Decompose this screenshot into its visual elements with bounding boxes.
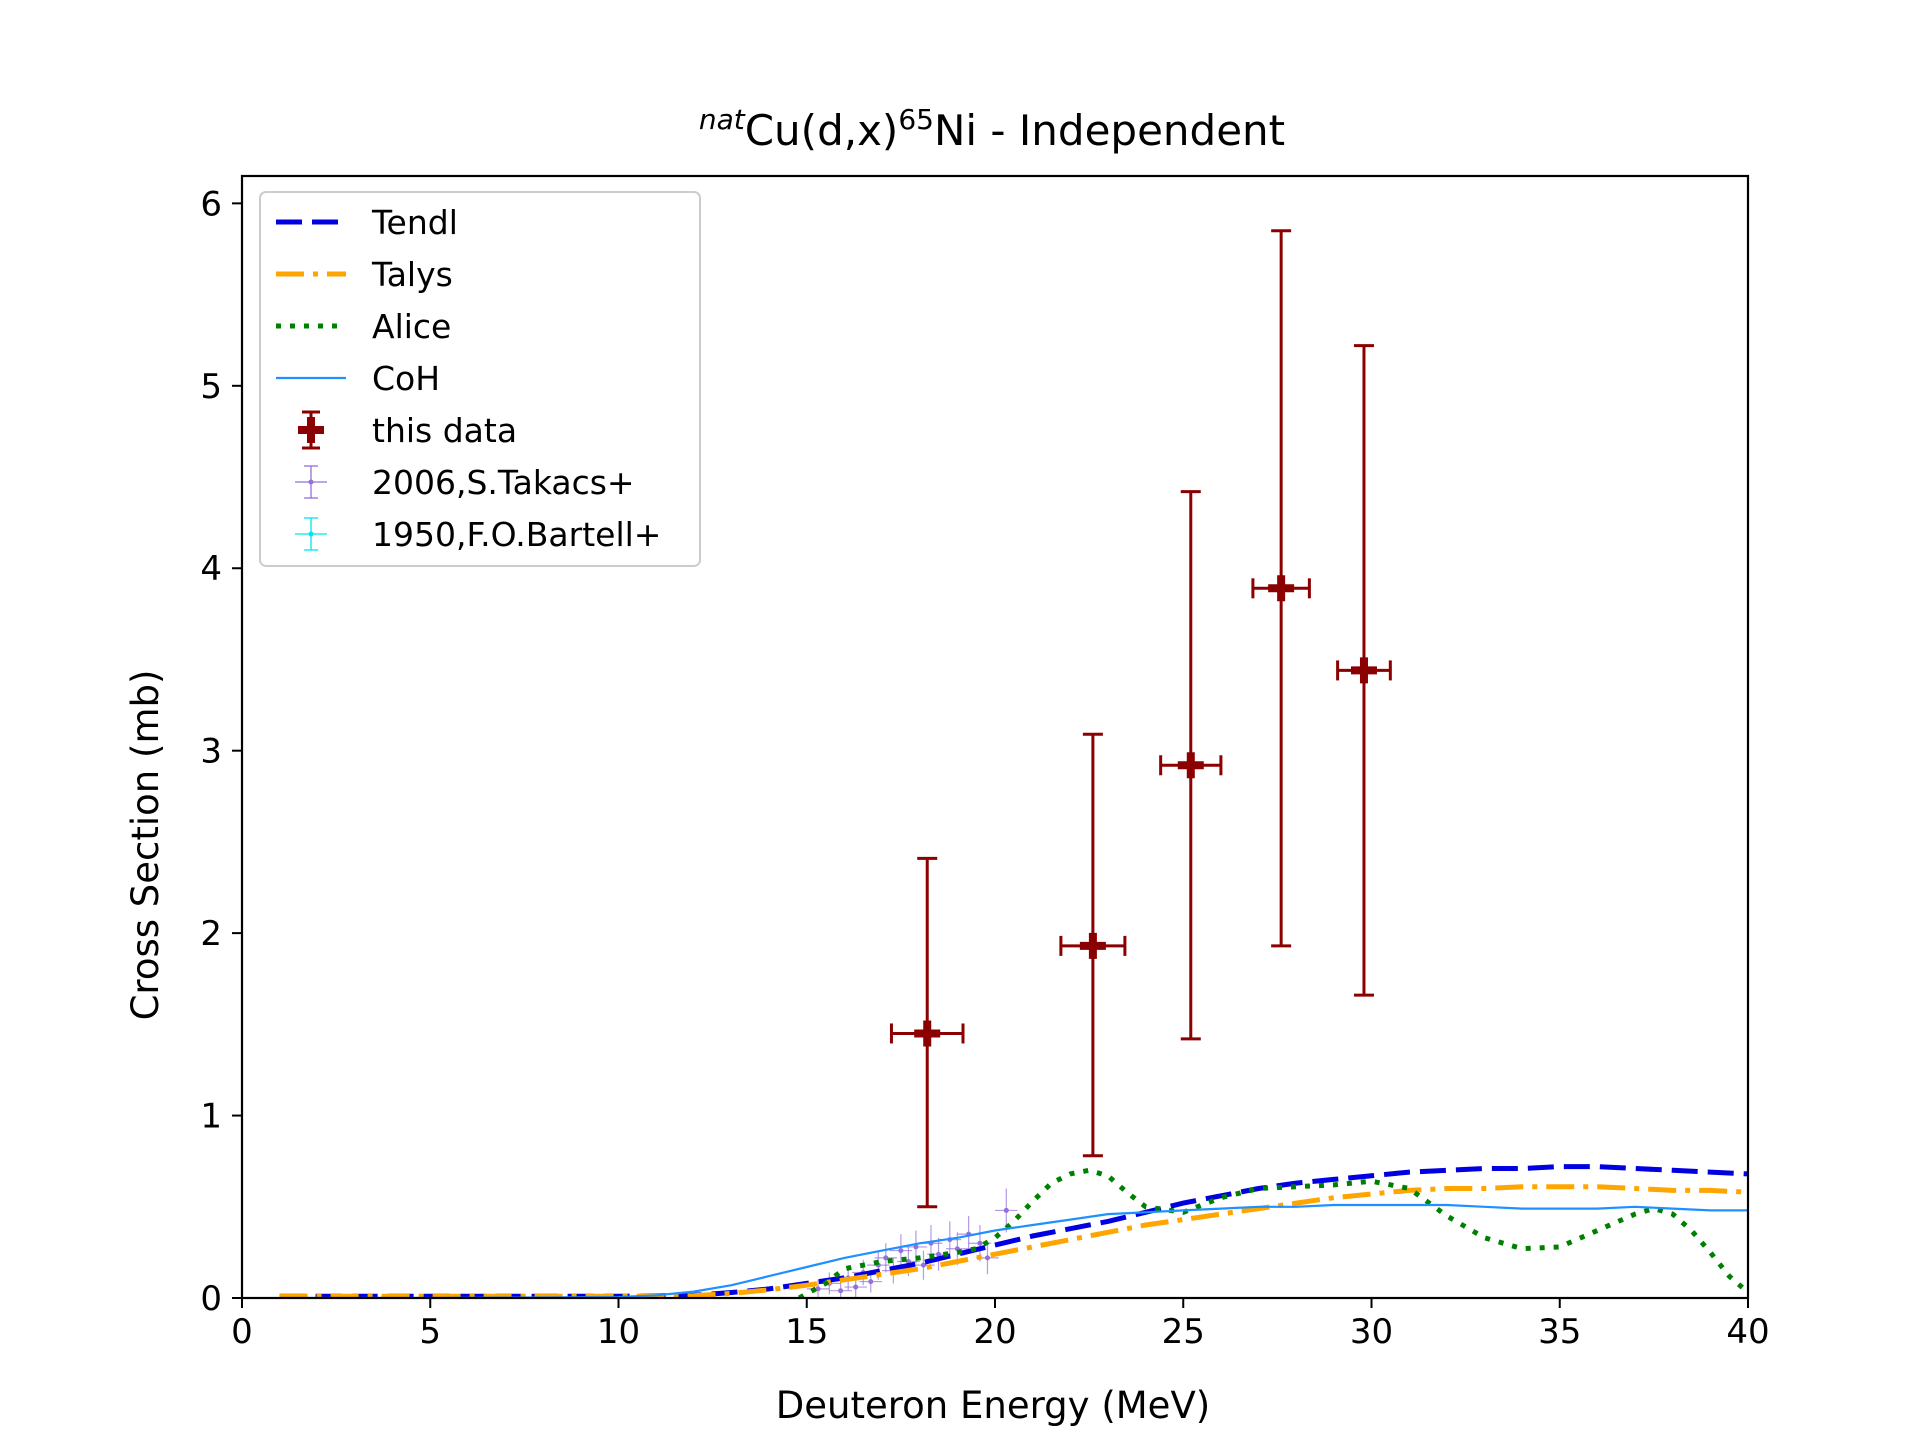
point-marker (977, 1240, 983, 1246)
point-marker (838, 1288, 844, 1294)
point-marker (920, 1262, 926, 1268)
legend-handle-marker (298, 417, 324, 443)
legend-label: CoH (372, 359, 440, 398)
plot-marks (279, 229, 1748, 1298)
plot-clip-group (279, 1164, 1748, 1298)
legend-handle-marker (308, 479, 314, 485)
x-tick-label: 25 (1162, 1312, 1205, 1352)
point-marker (1268, 575, 1295, 602)
y-tick-label: 4 (200, 549, 222, 589)
title-prefix: nat (699, 103, 746, 136)
x-tick-label: 35 (1538, 1312, 1581, 1352)
legend-item: Tendl (276, 203, 458, 242)
x-tick-label: 5 (419, 1312, 441, 1352)
point-marker (914, 1020, 941, 1047)
point-marker (815, 1286, 821, 1292)
point-marker (913, 1244, 919, 1250)
legend-item: Alice (276, 307, 451, 346)
legend-label: 1950,F.O.Bartell+ (372, 515, 661, 554)
legend-label: Tendl (371, 203, 458, 242)
point-marker (853, 1284, 859, 1290)
point-marker (1177, 752, 1204, 779)
x-tick-label: 0 (231, 1312, 253, 1352)
legend-item: CoH (276, 359, 440, 398)
chart-title: natCu(d,x)65Ni - Independent (699, 103, 1285, 155)
x-tick-label: 10 (597, 1312, 640, 1352)
y-tick-label: 3 (200, 732, 222, 772)
point-marker (868, 1279, 874, 1285)
y-axis-label: Cross Section (mb) (124, 670, 167, 1021)
title-element: Ni (934, 106, 977, 155)
x-tick-label: 30 (1350, 1312, 1393, 1352)
point-marker (984, 1255, 990, 1261)
this-data-point (1251, 229, 1311, 948)
y-tick-label: 6 (200, 184, 222, 224)
this-data-point (1336, 344, 1392, 997)
point-marker (1350, 657, 1377, 684)
x-axis-label: Deuteron Energy (MeV) (776, 1384, 1210, 1427)
y-tick-label: 0 (200, 1279, 222, 1319)
legend-label: Talys (371, 255, 453, 294)
x-tick-label: 40 (1726, 1312, 1769, 1352)
point-marker (1079, 932, 1106, 959)
legend-item: 1950,F.O.Bartell+ (295, 515, 661, 554)
x-tick-label: 20 (973, 1312, 1016, 1352)
axes: 0 5 10 15 20 25 30 35 40 0 1 2 3 4 5 6 (200, 174, 1770, 1352)
legend: Tendl Talys Alice CoH this data 2006,S.Takacs… (259, 191, 701, 567)
point-marker (898, 1248, 904, 1254)
legend-box (259, 191, 701, 567)
title-suffix: - Independent (977, 106, 1285, 155)
series-5-point (806, 1279, 830, 1298)
legend-item: this data (298, 410, 517, 450)
point-marker (936, 1251, 942, 1257)
x-tick-label: 15 (785, 1312, 828, 1352)
legend-label: this data (372, 411, 517, 450)
legend-label: 2006,S.Takacs+ (372, 463, 635, 502)
this-data-point (889, 856, 965, 1209)
y-tick-label: 5 (200, 367, 222, 407)
series-line-talys (279, 1184, 1748, 1298)
legend-handle-marker (308, 531, 314, 537)
y-tick-label: 1 (200, 1097, 222, 1137)
series-line-tendl (279, 1164, 1748, 1298)
title-mass: 65 (898, 103, 934, 136)
title-main: Cu(d,x) (745, 106, 899, 155)
legend-item: Talys (276, 255, 453, 294)
this-data-point (1059, 732, 1127, 1158)
this-data-point (1159, 490, 1223, 1041)
series-line-coh (279, 1203, 1748, 1298)
point-marker (883, 1255, 889, 1261)
point-marker (1003, 1207, 1009, 1213)
legend-item: 2006,S.Takacs+ (295, 463, 635, 502)
legend-label: Alice (372, 307, 451, 346)
y-tick-label: 2 (200, 914, 222, 954)
